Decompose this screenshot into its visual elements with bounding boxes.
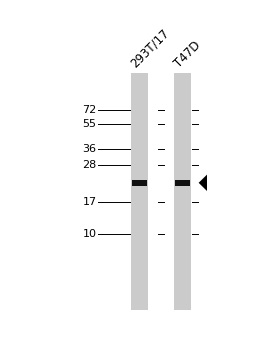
Text: 293T/17: 293T/17 [128,26,172,70]
Text: 36: 36 [82,144,97,154]
Text: 28: 28 [82,160,97,170]
Text: 10: 10 [82,228,97,239]
Bar [175,180,190,186]
Polygon shape [199,174,207,191]
Bar [174,73,191,310]
Bar [132,180,147,186]
Bar [131,73,147,310]
Text: T47D: T47D [172,38,203,70]
Text: 72: 72 [82,105,97,115]
Text: 17: 17 [82,197,97,207]
Text: 55: 55 [82,119,97,129]
